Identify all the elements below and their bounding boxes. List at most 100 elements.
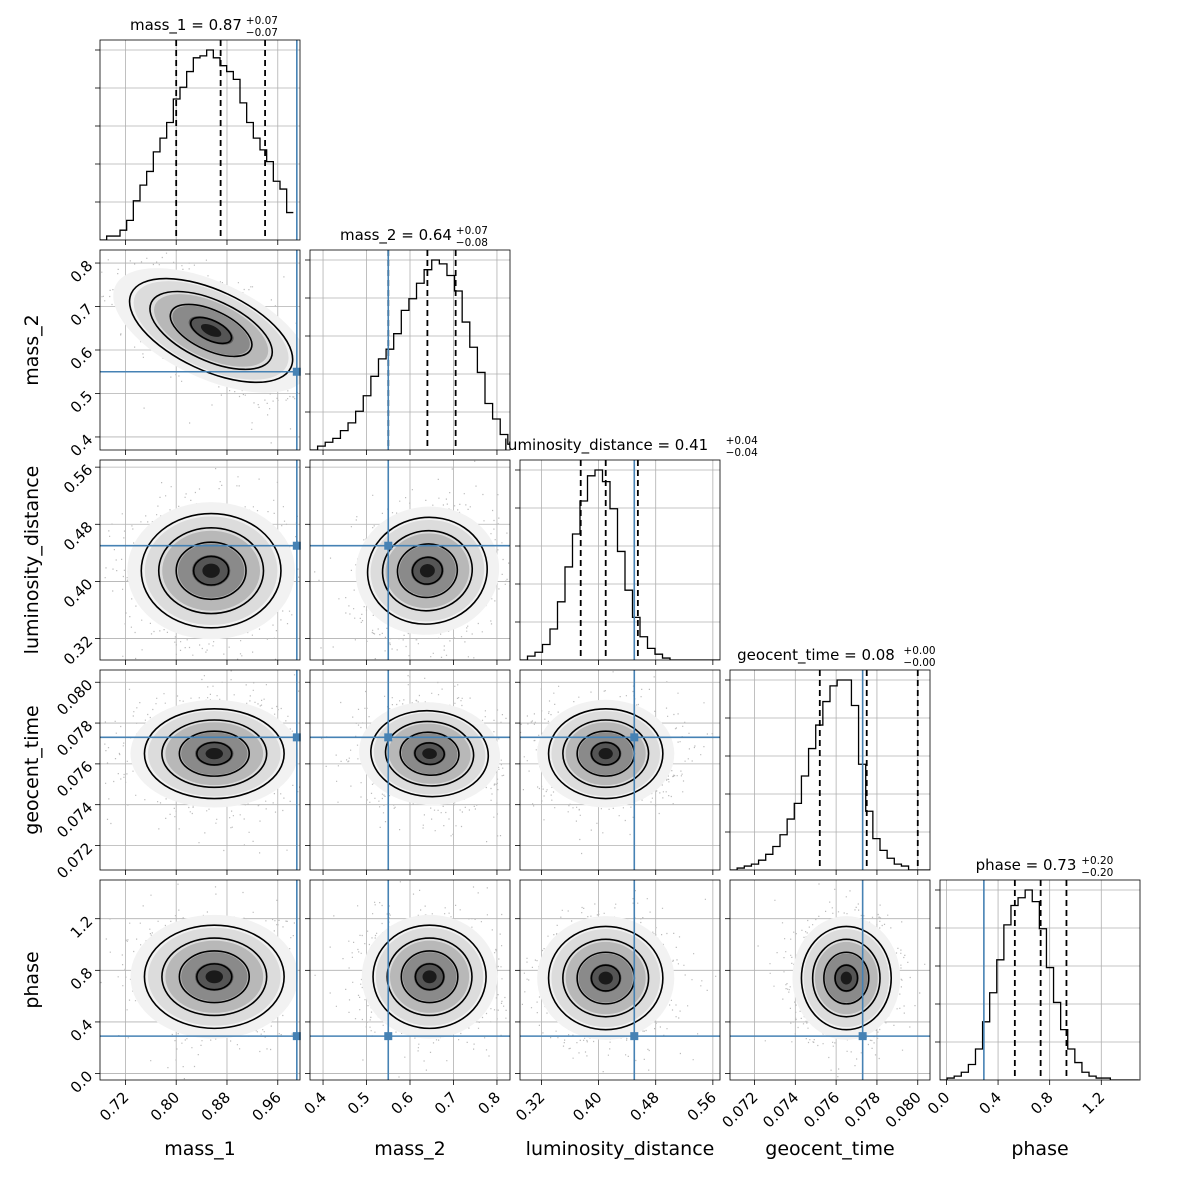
x-tick-label: 0.072 <box>718 1088 761 1131</box>
truth-marker <box>292 367 301 376</box>
contour-3 <box>366 516 488 625</box>
panel-mass_2: mass_2 = 0.64 +0.07−0.08 <box>305 225 511 455</box>
panel-content <box>520 880 720 1080</box>
y-tick-label: 0.4 <box>67 1016 97 1046</box>
histogram-mass_1 <box>100 49 294 240</box>
x-tick-label: 0.078 <box>841 1088 884 1131</box>
truth-marker <box>384 541 393 550</box>
x-tick-label: 0.32 <box>512 1088 548 1124</box>
y-tick-label: 1.2 <box>67 912 97 942</box>
truth-marker <box>384 733 393 742</box>
panel-frame <box>309 669 511 871</box>
contour-0 <box>834 964 859 992</box>
panel-content <box>520 670 720 870</box>
y-tick-label: 0.6 <box>67 344 97 374</box>
title-sup-phase: +0.20 <box>1081 855 1113 867</box>
y-tick-label: 0.7 <box>67 300 97 330</box>
truth-marker <box>292 541 301 550</box>
density-level-5 <box>422 970 437 984</box>
panel-frame <box>939 879 1141 1081</box>
panel-frame <box>99 879 301 1081</box>
panel-content <box>310 250 510 450</box>
panel-luminosity_distance-phase: 0.32 0.40 0.48 0.56 luminosity_distance <box>512 879 721 1160</box>
panel-frame <box>519 879 721 1081</box>
truth-marker <box>630 733 639 742</box>
x-tick-label: 0.48 <box>626 1088 662 1124</box>
y-tick-label: 0.48 <box>60 518 96 554</box>
panel-frame <box>519 669 721 871</box>
contour-2 <box>381 529 474 612</box>
y-tick-label: 0.074 <box>53 798 96 841</box>
contour-2 <box>811 938 881 1018</box>
panel-frame <box>99 249 301 451</box>
y-tick-label: 0.080 <box>53 676 96 719</box>
histogram-luminosity_distance <box>520 469 720 660</box>
title-sub-phase: −0.20 <box>1081 867 1113 879</box>
density-level-5 <box>598 748 613 760</box>
y-axis-label-luminosity_distance: luminosity_distance <box>21 466 43 655</box>
contour-1 <box>169 303 253 358</box>
panel-mass_2-geocent_time <box>305 669 511 875</box>
contour-2 <box>562 719 650 789</box>
density-level-5 <box>422 748 437 760</box>
contour-1 <box>823 951 870 1005</box>
title-sub-mass_2: −0.08 <box>456 237 488 249</box>
title-sub-luminosity_distance: −0.04 <box>726 447 758 459</box>
contour-1 <box>400 950 459 1004</box>
contour-0 <box>196 741 233 766</box>
contour-3 <box>547 925 664 1031</box>
x-tick-label: 0.076 <box>800 1088 843 1131</box>
y-tick-label: 0.4 <box>67 431 97 461</box>
panel-content <box>310 670 510 870</box>
x-tick-label: 0.96 <box>248 1088 284 1124</box>
x-tick-label: 0.080 <box>882 1088 925 1131</box>
panel-content <box>310 460 510 660</box>
y-tick-label: 0.078 <box>53 717 96 760</box>
contour-0 <box>411 556 444 585</box>
density-level-5 <box>598 971 613 985</box>
x-tick-label: 0.72 <box>96 1088 132 1124</box>
panel-content <box>100 250 300 450</box>
y-tick-label: 0.5 <box>67 387 97 417</box>
y-tick-label: 0.8 <box>67 257 97 287</box>
x-tick-label: 0.6 <box>387 1088 417 1118</box>
panel-frame <box>99 669 301 871</box>
title-sup-geocent_time: +0.00 <box>903 645 935 657</box>
panel-frame <box>309 879 511 1081</box>
panel-content <box>100 460 300 660</box>
contour-0 <box>414 963 445 991</box>
x-axis-label-luminosity_distance: luminosity_distance <box>526 1138 715 1160</box>
x-tick-label: 0.7 <box>431 1088 461 1118</box>
title-sup-mass_2: +0.07 <box>456 225 488 237</box>
x-tick-label: 0.4 <box>976 1088 1006 1118</box>
x-tick-label: 0.56 <box>684 1088 720 1124</box>
panel-frame <box>99 39 301 241</box>
x-tick-label: 0.80 <box>147 1088 183 1124</box>
y-axis-label-mass_2: mass_2 <box>21 314 43 386</box>
panel-frame <box>309 249 511 451</box>
contour-3 <box>143 924 285 1030</box>
contour-0 <box>189 316 233 345</box>
y-tick-label: 0.076 <box>53 758 96 801</box>
title-sup-luminosity_distance: +0.04 <box>726 435 758 447</box>
x-axis-label-mass_2: mass_2 <box>374 1138 446 1160</box>
x-tick-label: 0.4 <box>301 1088 331 1118</box>
title-luminosity_distance: luminosity_distance = 0.41 <box>504 436 708 455</box>
contour-2 <box>384 720 475 787</box>
title-sup-mass_1: +0.07 <box>246 15 278 27</box>
y-axis-label-geocent_time: geocent_time <box>21 705 43 834</box>
contour-2 <box>161 719 268 789</box>
contour-3 <box>128 277 294 384</box>
panel-mass_2-luminosity_distance <box>305 459 511 665</box>
panel-frame <box>519 459 721 661</box>
density-level-5 <box>202 563 220 578</box>
contour-2 <box>562 938 650 1018</box>
contour-3 <box>800 925 893 1031</box>
contour-2 <box>157 527 265 615</box>
contour-3 <box>547 707 664 800</box>
contour-0 <box>590 741 621 766</box>
truth-marker <box>630 1032 639 1041</box>
y-axis-label-phase: phase <box>21 951 43 1008</box>
